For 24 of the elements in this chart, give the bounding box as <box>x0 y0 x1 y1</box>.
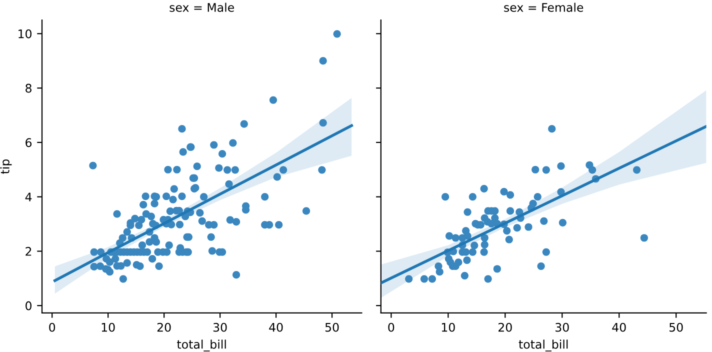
x-tick-label: 0 <box>388 322 394 332</box>
x-tick-label: 40 <box>612 322 626 332</box>
y-tick-label: 10 <box>18 29 32 38</box>
x-tick-label: 10 <box>102 322 115 332</box>
y-tick-label: 2 <box>26 246 32 256</box>
line-series <box>53 124 354 282</box>
chart-title: sex = Female <box>504 2 584 12</box>
x-tick-label: 30 <box>213 322 227 332</box>
y-tick-label: 4 <box>25 192 32 202</box>
x-tick-label: 50 <box>670 322 683 332</box>
y-tick-label: 6 <box>26 138 32 148</box>
x-tick-label: 10 <box>442 322 455 332</box>
x-tick-label: 20 <box>157 322 171 332</box>
x-axis-title: total_bill <box>177 340 226 352</box>
chart-title: sex = Male <box>170 2 234 12</box>
x-axis-title: total_bill <box>518 340 568 352</box>
y-axis-title: tip <box>0 159 12 174</box>
x-tick-label: 50 <box>325 322 339 332</box>
x-tick-label: 20 <box>498 322 512 332</box>
y-tick-label: 0 <box>26 301 32 310</box>
x-tick-label: 0 <box>49 322 56 332</box>
x-tick-label: 40 <box>269 322 283 332</box>
x-tick-label: 30 <box>556 322 569 332</box>
y-tick-label: 8 <box>26 84 32 93</box>
